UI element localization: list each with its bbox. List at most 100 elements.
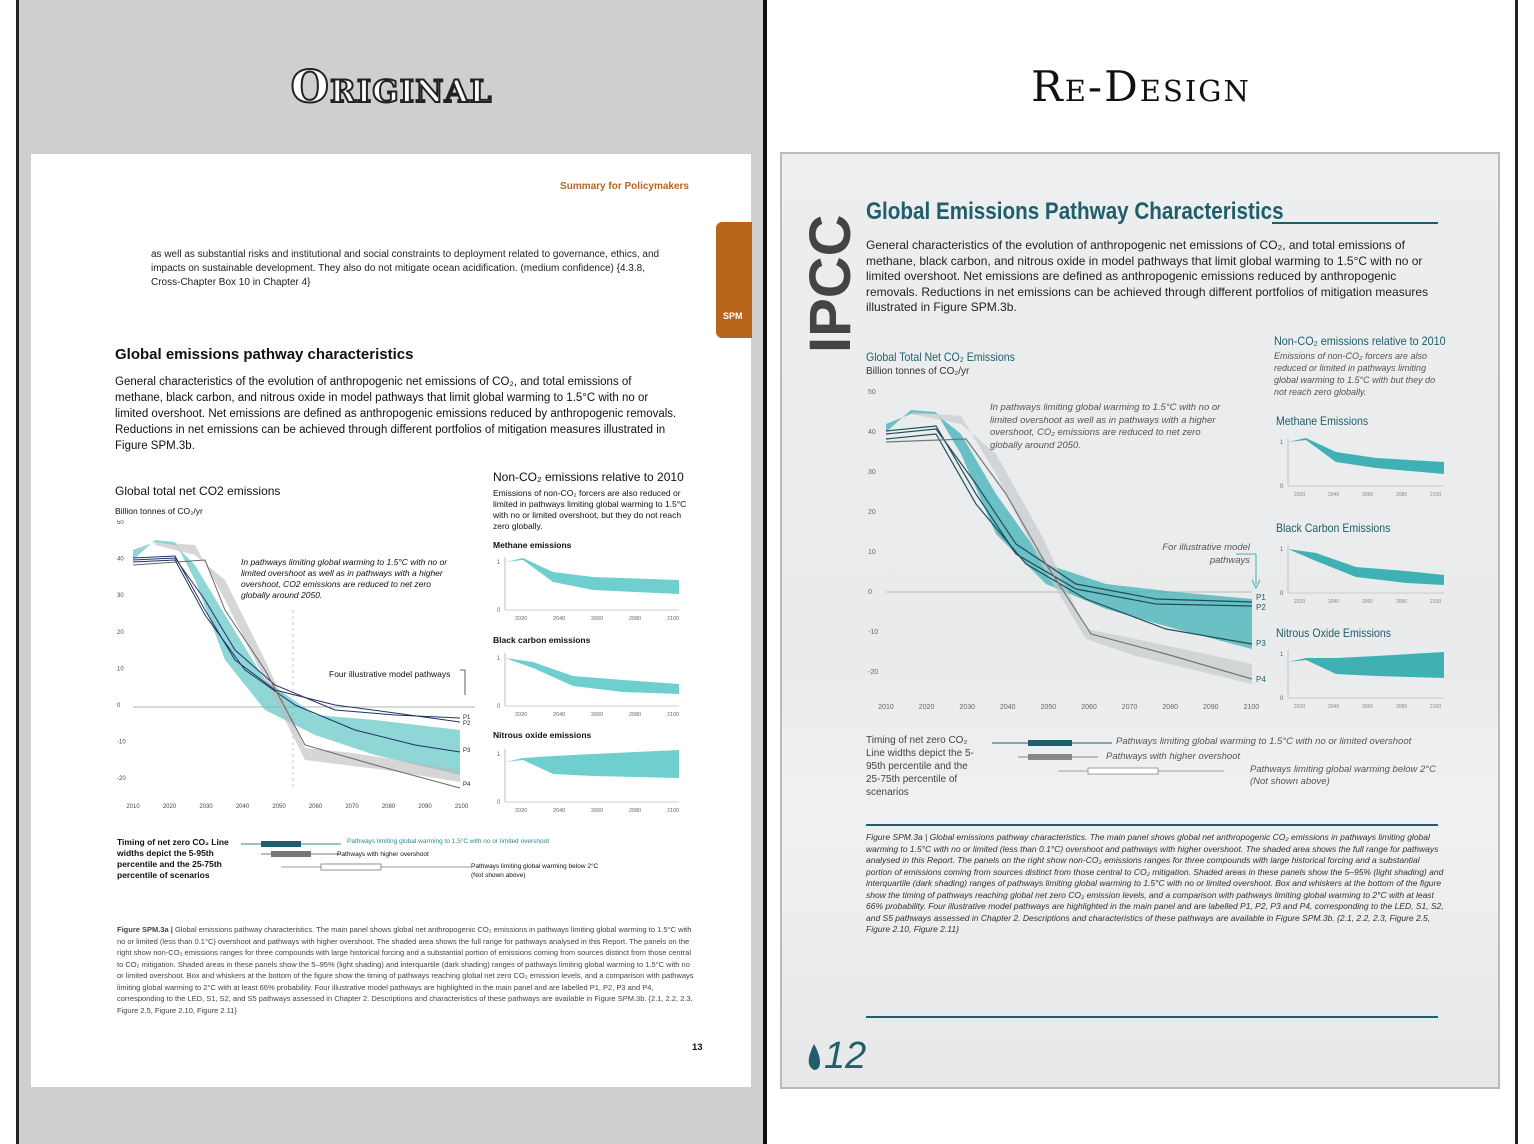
small-x-tick: 2080 <box>1396 599 1407 605</box>
x-tick-label: 2070 <box>345 804 359 810</box>
x-tick-label: 2080 <box>1162 704 1178 711</box>
pathway-label: P1 <box>463 715 471 721</box>
overshoot-band <box>155 542 460 782</box>
small-y-tick: 1 <box>1280 440 1284 446</box>
small-y-tick: 1 <box>497 656 501 662</box>
box-higher-overshoot <box>271 851 311 857</box>
small-x-tick: 2100 <box>1430 599 1441 605</box>
chart-unit: Billion tonnes of CO₂/yr <box>115 506 203 516</box>
intro-paragraph: as well as substantial risks and institu… <box>151 249 660 288</box>
small-x-tick: 2060 <box>591 616 603 622</box>
methane-band <box>505 558 679 594</box>
caption-label: Figure SPM.3a | <box>117 925 173 934</box>
redesign-nonco2-sub: Emissions of non-CO₂ forcers are also re… <box>1274 351 1436 397</box>
redesign-caption: Figure SPM.3a | Global emissions pathway… <box>866 832 1444 934</box>
small-x-tick: 2080 <box>1396 492 1407 498</box>
legend-2: Pathways with higher overshoot <box>337 851 429 858</box>
y-tick-label: 20 <box>868 509 876 516</box>
y-tick-label: 30 <box>868 469 876 476</box>
small-x-tick: 2020 <box>515 616 527 622</box>
x-tick-label: 2050 <box>272 804 286 810</box>
redesign-overshoot-band <box>911 412 1252 684</box>
redesign-timing-boxplots <box>992 740 1224 775</box>
redesign-legend-2: Pathways with higher overshoot <box>1106 751 1241 762</box>
nitrous-chart: 2020 2040 2060 2080 2100 1 0 <box>497 749 679 814</box>
pathway-label: P2 <box>1256 603 1266 612</box>
small-x-tick: 2100 <box>1430 704 1441 710</box>
small-x-tick: 2060 <box>1362 704 1373 710</box>
small-x-tick: 2020 <box>1294 704 1305 710</box>
redesign-p4 <box>885 438 1253 680</box>
redesign-p1 <box>885 428 1253 603</box>
redesign-p3 <box>885 433 1253 645</box>
x-tick-label: 2020 <box>163 804 177 810</box>
legend-3b: (Not shown above) <box>471 872 526 879</box>
small-x-tick: 2040 <box>1328 704 1339 710</box>
pathway-p3 <box>132 559 461 753</box>
x-tick-label: 2040 <box>236 804 250 810</box>
redesign-panel: Re-Design IPCC Global Emissions Pathway … <box>767 0 1515 1144</box>
box-2c <box>320 863 382 871</box>
y-tick-label: -20 <box>868 669 878 676</box>
y-tick-label: 40 <box>117 557 124 563</box>
x-tick-label: 2100 <box>1244 704 1260 711</box>
small-y-tick: 0 <box>497 704 501 710</box>
center-divider <box>763 0 767 1144</box>
redesign-annotation: In pathways limiting global warming to 1… <box>990 402 1221 451</box>
small-y-tick: 0 <box>497 608 501 614</box>
title-rule <box>1272 222 1438 224</box>
section-title: Global emissions pathway characteristics <box>115 346 414 363</box>
x-tick-label: 2070 <box>1122 704 1138 711</box>
pathways-pointer <box>460 669 466 695</box>
small-x-tick: 2100 <box>1430 492 1441 498</box>
redesign-title: Global Emissions Pathway Characteristics <box>866 198 1284 225</box>
y-tick-label: 50 <box>868 389 876 396</box>
pathway-label: P4 <box>463 782 471 788</box>
y-tick-label: -10 <box>868 629 878 636</box>
legend-1: Pathways limiting global warming to 1.5°… <box>347 838 550 845</box>
pathway-label: P3 <box>463 748 471 754</box>
y-tick-label: 30 <box>117 593 124 599</box>
figure-caption: Figure SPM.3a | Global emissions pathway… <box>117 924 697 1016</box>
small-x-tick: 2080 <box>1396 704 1407 710</box>
small-y-tick: 1 <box>1280 652 1284 658</box>
redesign-page-number: 12 <box>824 1035 866 1076</box>
methane-title: Methane emissions <box>493 540 572 550</box>
redesign-methane-title: Methane Emissions <box>1276 414 1369 428</box>
small-x-tick: 2060 <box>1362 492 1373 498</box>
illustrative-label: For illustrative model pathways <box>1162 542 1250 566</box>
page-number: 13 <box>692 1042 703 1053</box>
y-tick-label: 20 <box>117 630 124 636</box>
small-y-tick: 0 <box>1280 591 1284 597</box>
methane-chart: 2020 2040 2060 2080 2100 1 0 <box>497 557 679 622</box>
redesign-nonco2-title: Non-CO₂ emissions relative to 2010 <box>1274 334 1446 348</box>
small-x-tick: 2080 <box>629 712 641 718</box>
redesign-box-2c <box>1087 767 1159 775</box>
section-description: General characteristics of the evolution… <box>115 376 677 452</box>
arrow-icon <box>1251 579 1261 590</box>
redesign-methane-chart: 2020 2040 2060 2080 2100 1 0 <box>1280 438 1444 498</box>
small-x-tick: 2040 <box>1328 492 1339 498</box>
small-y-tick: 1 <box>1280 547 1284 553</box>
redesign-box-1-5c <box>1028 740 1072 746</box>
small-x-tick: 2040 <box>553 712 565 718</box>
x-tick-label: 2010 <box>126 804 140 810</box>
y-tick-label: 0 <box>868 589 872 596</box>
redesign-page: IPCC Global Emissions Pathway Characteri… <box>780 152 1500 1089</box>
pathway-label: P3 <box>1256 639 1266 648</box>
small-x-tick: 2020 <box>1294 599 1305 605</box>
redesign-black-carbon-title: Black Carbon Emissions <box>1276 521 1391 535</box>
black-carbon-band <box>505 658 679 694</box>
redesign-chart-unit: Billion tonnes of CO₂/yr <box>866 366 970 377</box>
x-tick-label: 2010 <box>878 704 894 711</box>
redesign-black-carbon-chart: 2020 2040 2060 2080 2100 1 0 <box>1280 545 1444 605</box>
redesign-p2 <box>885 425 1253 607</box>
pathway-label: P2 <box>463 721 471 727</box>
x-tick-label: 2030 <box>959 704 975 711</box>
small-x-tick: 2020 <box>515 808 527 814</box>
redesign-nitrous-title: Nitrous Oxide Emissions <box>1276 626 1392 640</box>
bottom-rule <box>866 1016 1438 1018</box>
small-x-tick: 2040 <box>553 808 565 814</box>
redesign-pathway-band <box>886 410 1252 649</box>
